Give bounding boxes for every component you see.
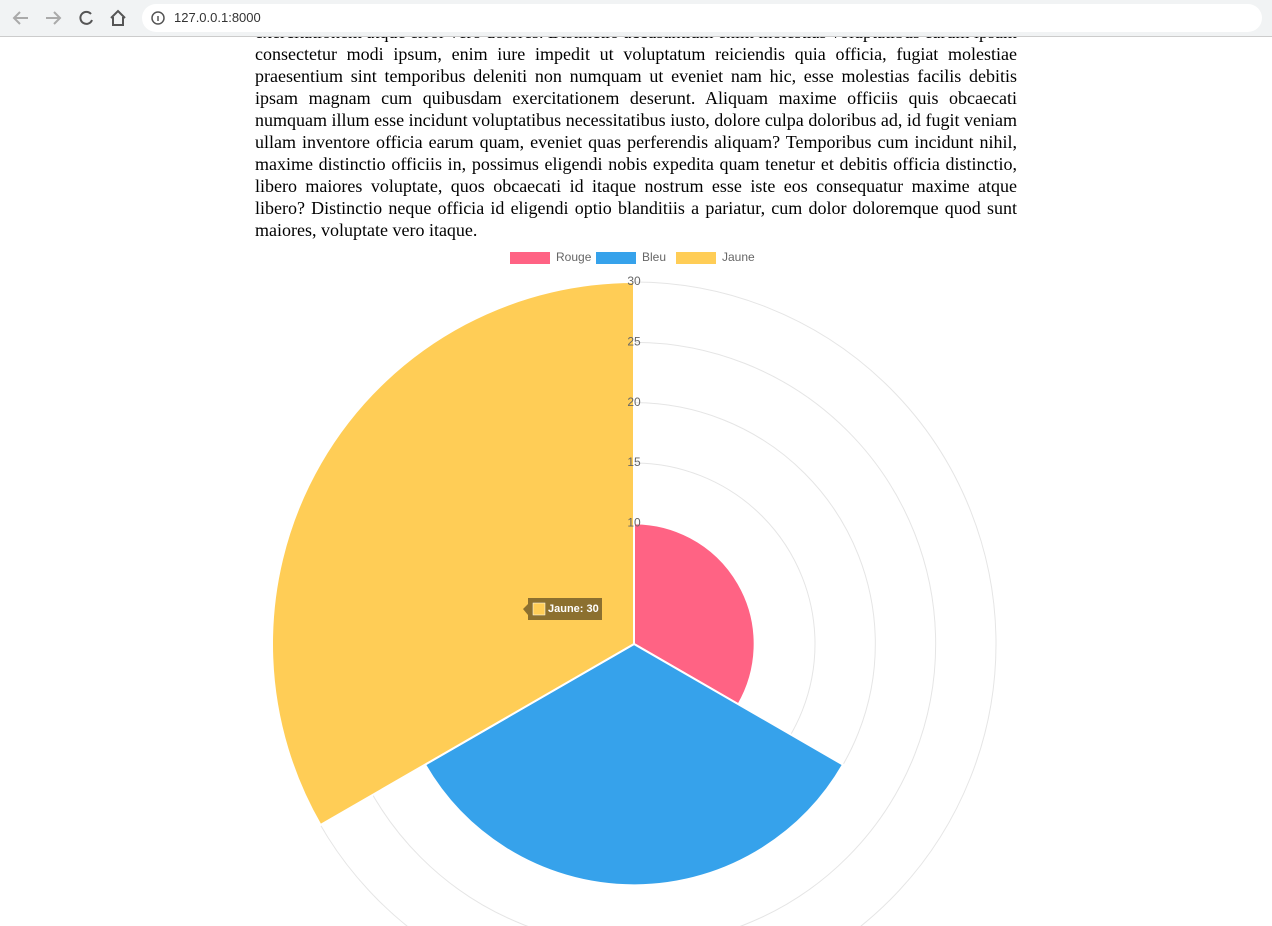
info-icon: [151, 11, 165, 25]
r-tick-label: 20: [627, 395, 641, 409]
r-tick-label: 10: [627, 516, 641, 530]
nav-buttons: [12, 9, 126, 26]
content: exercitationem atque error vero dolores.…: [0, 37, 1272, 926]
legend-label: Rouge: [556, 250, 592, 264]
segment: [633, 522, 756, 706]
segment: [271, 280, 635, 827]
chart: Rouge Bleu Jaune 10 15 20 25 30 Jaune: 30: [271, 250, 997, 926]
r-tick-label: 15: [627, 455, 641, 469]
forward-button[interactable]: [46, 11, 62, 25]
legend-label: Jaune: [722, 250, 755, 264]
legend-swatch: [596, 252, 636, 264]
tooltip: Jaune: 30: [523, 598, 602, 620]
url: 127.0.0.1:8000: [174, 10, 261, 25]
address-bar[interactable]: 127.0.0.1:8000: [142, 4, 1262, 32]
legend-swatch: [676, 252, 716, 264]
home-button[interactable]: [110, 9, 126, 26]
browser-bar: 127.0.0.1:8000: [0, 0, 1272, 37]
legend-swatch: [510, 252, 550, 264]
back-button[interactable]: [12, 11, 28, 25]
tooltip-label: Jaune: 30: [548, 603, 599, 615]
reload-button[interactable]: [79, 10, 93, 25]
r-tick-label: 30: [627, 274, 641, 288]
r-tick-label: 25: [627, 335, 641, 349]
tooltip-swatch: [532, 602, 546, 616]
paragraph: exercitationem atque error vero dolores.…: [255, 37, 1017, 240]
legend-label: Bleu: [642, 250, 666, 264]
